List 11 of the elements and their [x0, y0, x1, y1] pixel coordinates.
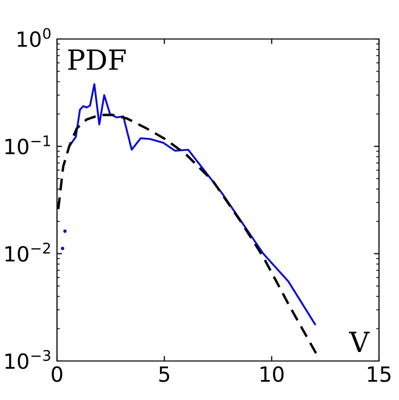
annotation: PDF [68, 50, 126, 70]
line-series [68, 83, 316, 326]
y-tick-label: 10$^{−1}$ [5, 136, 50, 154]
y-tick-label: 10$^{0}$ [18, 28, 50, 48]
x-tick-label: 0 [52, 366, 62, 382]
y-tick-label: 10$^{−2}$ [5, 242, 50, 262]
x-tick-label: 5 [159, 366, 170, 382]
annotation: V [349, 332, 370, 352]
x-tick-label: 15 [368, 366, 390, 382]
x-tick-label: 10 [260, 366, 284, 382]
y-tick-label: 10$^{−3}$ [5, 350, 50, 370]
